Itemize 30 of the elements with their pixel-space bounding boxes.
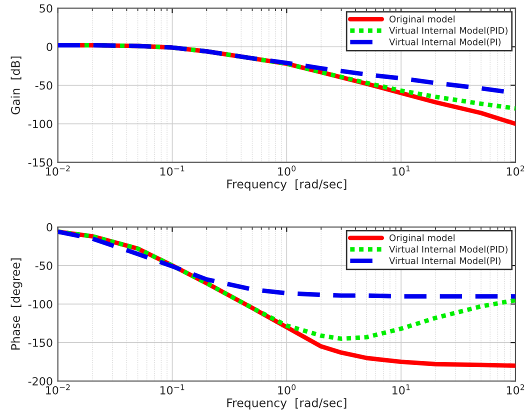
- y-axis-title: Phase [degree]: [10, 258, 22, 350]
- x-tick-label: 10$^{−2}$: [46, 166, 70, 176]
- x-axis-title: Frequency [rad/sec]: [227, 179, 346, 191]
- y-axis-title: Gain [dB]: [10, 56, 22, 114]
- x-tick-label: 10$^{−1}$: [160, 384, 184, 394]
- legend-label: Virtual Internal Model(PI): [389, 38, 501, 46]
- x-tick-label: 10$^{1}$: [392, 384, 410, 394]
- legend-label: Original model: [390, 15, 454, 24]
- x-tick-label: 10$^{1}$: [392, 166, 410, 176]
- y-tick-label: -150: [28, 158, 52, 167]
- legend-label: Virtual Internal Model(PI): [389, 257, 501, 266]
- x-tick-label: 10$^{−1}$: [160, 166, 184, 176]
- x-tick-label: 10$^{2}$: [506, 166, 524, 176]
- y-tick-label: 0: [46, 223, 52, 232]
- x-tick-label: 10$^{0}$: [278, 166, 296, 176]
- y-tick-label: -50: [35, 81, 52, 90]
- y-tick-label: -100: [28, 300, 52, 308]
- x-tick-label: 10$^{0}$: [278, 384, 296, 394]
- y-tick-label: -100: [28, 120, 52, 128]
- x-tick-label: 10$^{2}$: [506, 384, 524, 394]
- legend-label: Original model: [390, 234, 454, 243]
- y-tick-label: -200: [28, 377, 52, 386]
- x-tick-label: 10$^{−2}$: [46, 384, 70, 394]
- legend-label: Virtual Internal Model(PID): [389, 246, 508, 254]
- y-tick-label: 0: [46, 42, 52, 52]
- x-axis-title: Frequency [rad/sec]: [227, 398, 346, 410]
- y-tick-label: -50: [35, 262, 52, 270]
- legend-label: Virtual Internal Model(PID): [389, 26, 508, 35]
- y-tick-label: -150: [28, 338, 52, 347]
- y-tick-label: 50: [40, 4, 52, 13]
